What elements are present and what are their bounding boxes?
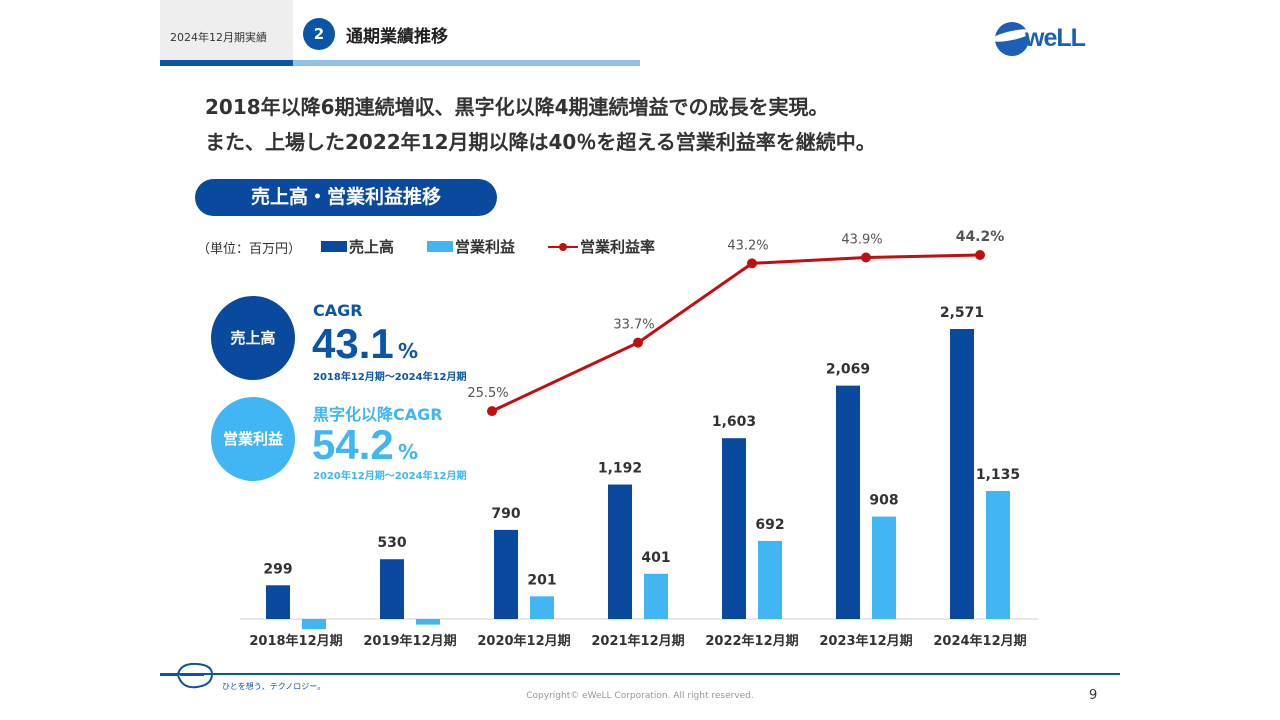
margin-point xyxy=(633,337,643,348)
company-logo: weLL xyxy=(995,22,1090,58)
legend-profit-swatch xyxy=(427,241,453,252)
cagr-revenue-unit: % xyxy=(398,339,419,363)
cagr-revenue-value: 43.1 xyxy=(312,320,394,367)
legend-revenue-label: 売上高 xyxy=(349,238,395,256)
margin-point xyxy=(487,406,497,417)
category-label: 2022年12月期 xyxy=(705,633,798,649)
legend-margin: 営業利益率 xyxy=(548,236,655,257)
profit-value-label: 692 xyxy=(755,517,784,533)
chart-section-title: 売上高・営業利益推移 xyxy=(195,179,497,216)
logo-globe-icon xyxy=(995,22,1029,56)
cagr-revenue-circle: 売上高 xyxy=(211,296,295,380)
section-number-badge: 2 xyxy=(303,18,335,50)
logo-text: weLL xyxy=(1025,24,1086,52)
legend-revenue-swatch xyxy=(321,241,347,252)
legend-profit: 営業利益 xyxy=(427,236,515,257)
margin-value-label: 43.2% xyxy=(727,238,768,253)
headline-line-2: また、上場した2022年12月期以降は40％を超える営業利益率を継続中。 xyxy=(205,130,876,154)
margin-value-label: 33.7% xyxy=(613,318,654,333)
margin-point xyxy=(747,258,757,269)
profit-value-label: 908 xyxy=(869,493,898,509)
margin-value-label: 44.2% xyxy=(956,229,1005,245)
legend-margin-label: 営業利益率 xyxy=(580,238,656,256)
category-label: 2024年12月期 xyxy=(933,633,1026,649)
margin-value-label: 25.5% xyxy=(467,386,508,401)
page-number: 9 xyxy=(1089,688,1098,703)
footer-line xyxy=(160,673,1120,675)
profit-bar xyxy=(416,619,440,625)
category-label: 2018年12月期 xyxy=(249,633,342,649)
footer-copyright: Copyright© eWeLL Corporation. All right … xyxy=(526,691,754,701)
cagr-profit-circle: 営業利益 xyxy=(211,397,295,481)
header-bar-dark xyxy=(160,60,293,66)
margin-point xyxy=(861,252,871,263)
cagr-profit-unit: % xyxy=(398,440,419,464)
cagr-profit-value: 54.2 xyxy=(312,421,394,468)
cagr-revenue-label: CAGR xyxy=(313,301,363,320)
margin-value-label: 43.9% xyxy=(841,233,882,248)
revenue-bar xyxy=(494,529,518,619)
footer-tagline: ひとを想う、テクノロジー。 xyxy=(222,682,326,691)
profit-value-label: 201 xyxy=(527,572,556,588)
profit-value-label: 401 xyxy=(641,550,670,566)
revenue-value-label: 530 xyxy=(377,535,406,551)
header-period-box xyxy=(160,0,293,66)
revenue-value-label: 1,192 xyxy=(598,461,642,477)
category-label: 2020年12月期 xyxy=(477,633,570,649)
revenue-bar xyxy=(608,484,632,619)
headline-line-1: 2018年以降6期連続増収、黒字化以降4期連続増益での成長を実現。 xyxy=(205,95,829,119)
cagr-revenue-period: 2018年12月期～2024年12月期 xyxy=(313,372,467,383)
profit-bar xyxy=(872,516,896,619)
legend-revenue: 売上高 xyxy=(321,236,394,257)
profit-bar xyxy=(302,619,326,630)
profit-bar xyxy=(986,490,1010,619)
cagr-profit-label: 黒字化以降CAGR xyxy=(313,405,443,424)
revenue-bar xyxy=(266,585,290,619)
revenue-value-label: 2,571 xyxy=(940,305,984,321)
profit-bar xyxy=(530,596,554,619)
legend-margin-line xyxy=(548,241,578,253)
unit-label: （単位：百万円） xyxy=(197,242,302,257)
header-bar-light xyxy=(293,60,640,66)
category-label: 2021年12月期 xyxy=(591,633,684,649)
revenue-value-label: 299 xyxy=(263,561,292,577)
revenue-value-label: 1,603 xyxy=(712,414,756,430)
revenue-bar xyxy=(836,385,860,619)
revenue-bar xyxy=(380,559,404,619)
margin-point xyxy=(975,250,985,260)
cagr-profit-period: 2020年12月期～2024年12月期 xyxy=(313,471,467,482)
profit-bar xyxy=(758,540,782,619)
revenue-bar xyxy=(722,438,746,619)
category-label: 2019年12月期 xyxy=(363,633,456,649)
profit-value-label: 1,135 xyxy=(976,467,1020,483)
legend-profit-label: 営業利益 xyxy=(455,238,516,256)
margin-line xyxy=(491,253,981,413)
category-label: 2023年12月期 xyxy=(819,633,912,649)
profit-bar xyxy=(644,573,668,619)
revenue-value-label: 2,069 xyxy=(826,362,870,378)
header-period: 2024年12月期実績 xyxy=(170,31,267,44)
revenue-value-label: 790 xyxy=(491,506,520,522)
section-title: 通期業績推移 xyxy=(346,27,448,47)
footer-e-icon xyxy=(160,662,218,689)
revenue-bar xyxy=(950,329,974,619)
